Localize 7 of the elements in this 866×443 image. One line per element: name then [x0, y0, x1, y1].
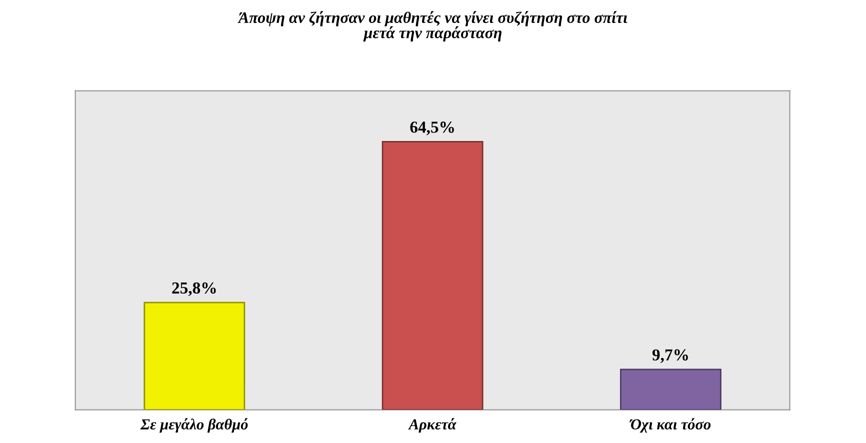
x-tick-label: Αρκετά	[408, 418, 456, 433]
x-tick-label: Όχι και τόσο	[630, 418, 711, 433]
data-label: 9,7%	[652, 349, 688, 363]
data-label: 25,8%	[172, 282, 216, 296]
data-label: 64,5%	[410, 122, 454, 136]
x-tick-label: Σε μεγάλο βαθμό	[140, 418, 248, 433]
chart-title: Άποψη αν ζήτησαν οι μαθητές να γίνει συζήτηση στο σπίτι μετά την παράσταση	[238, 11, 628, 42]
